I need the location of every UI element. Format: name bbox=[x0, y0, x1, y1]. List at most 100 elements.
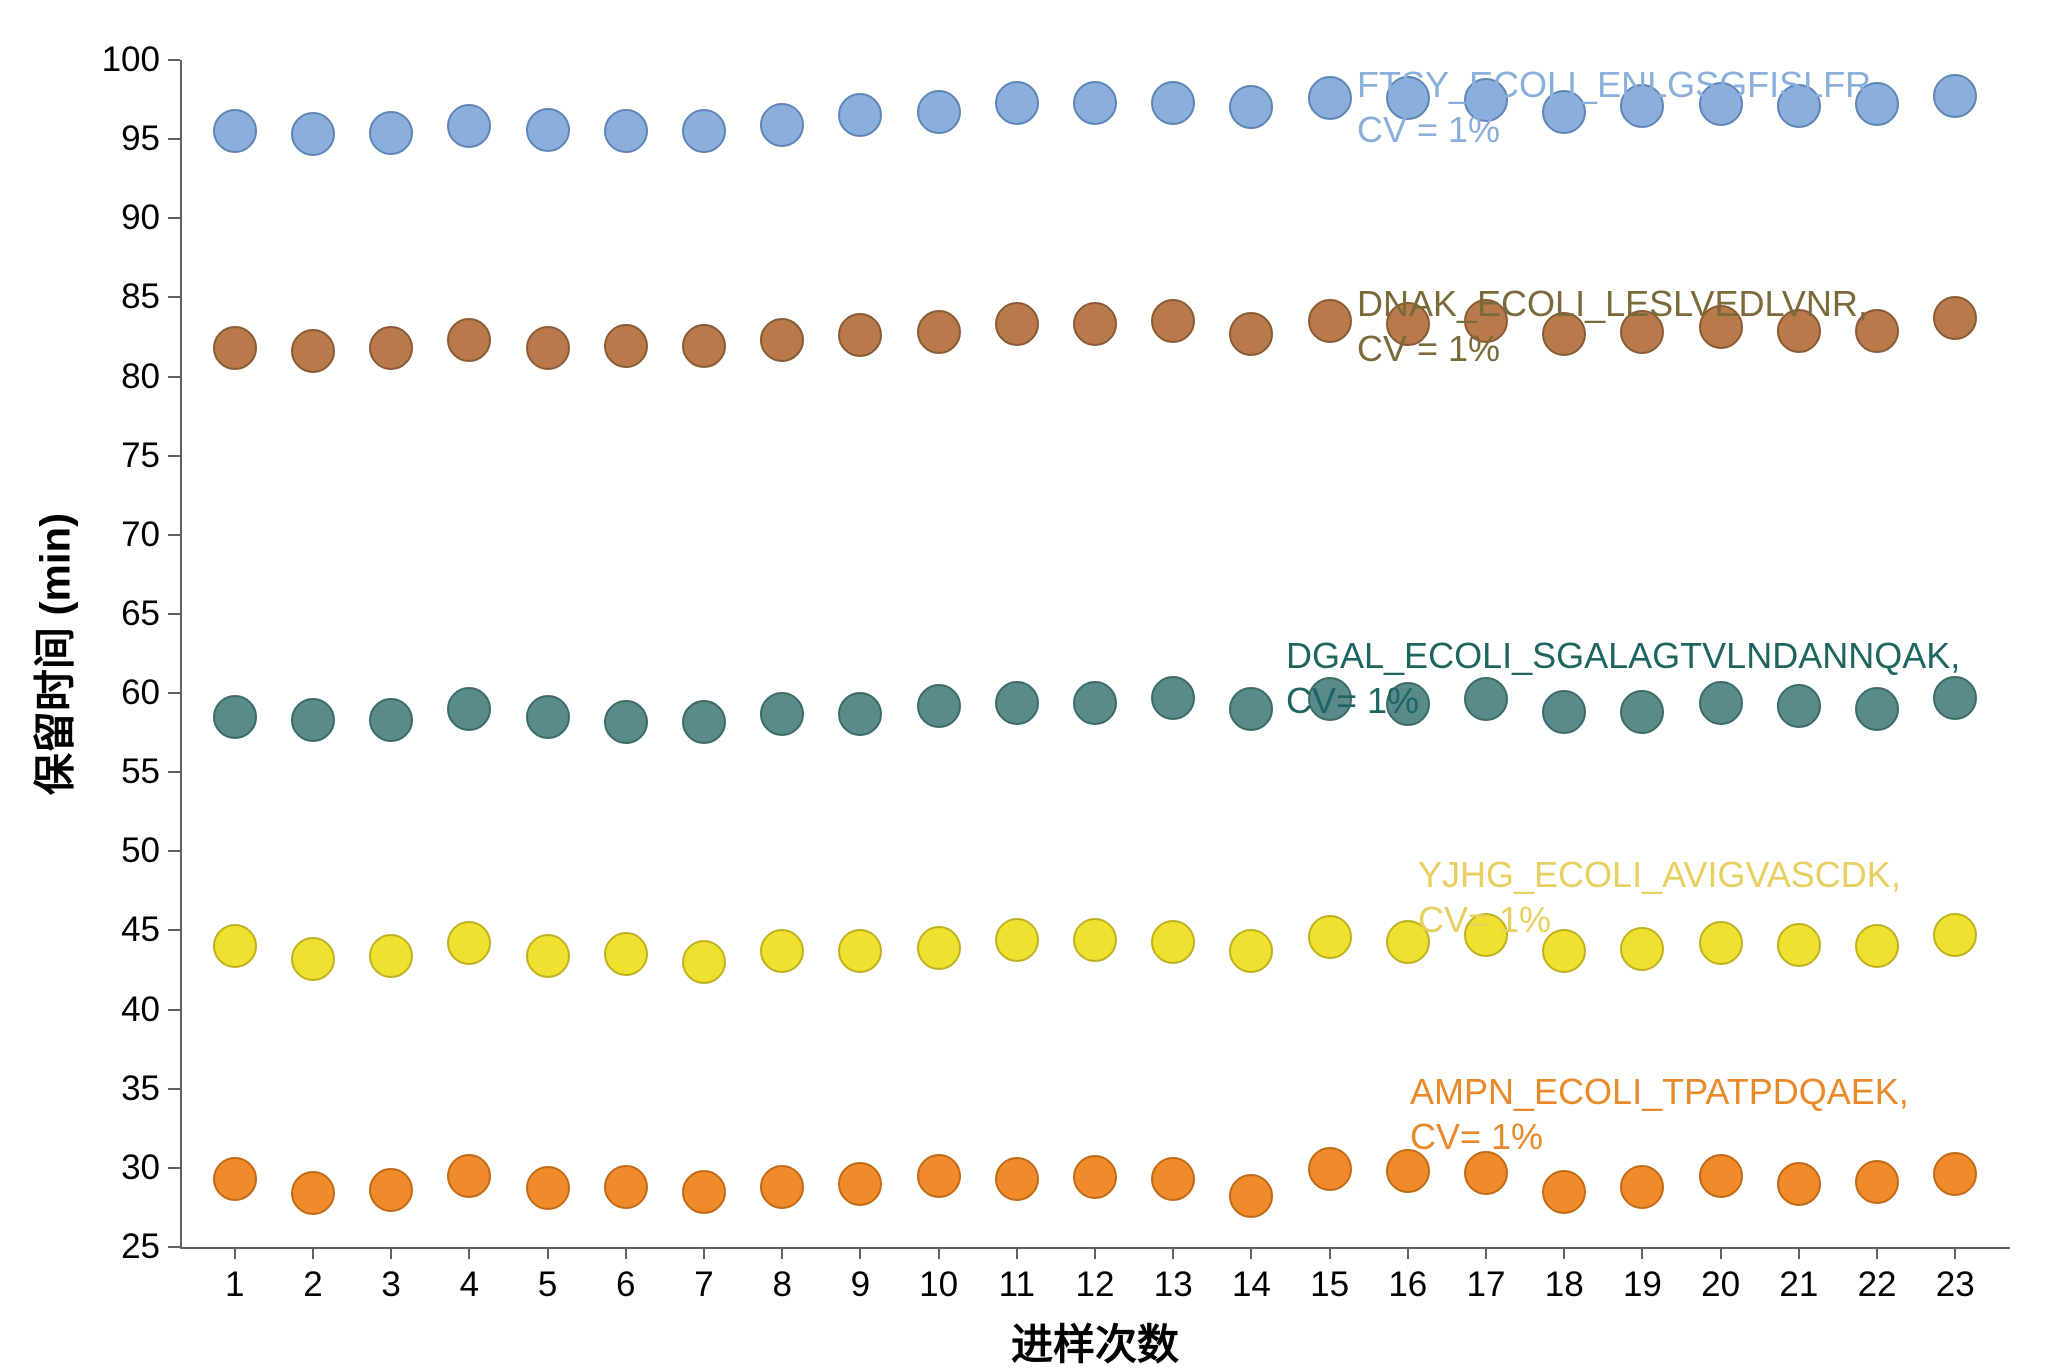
data-point bbox=[1855, 1160, 1899, 1204]
data-point bbox=[604, 1165, 648, 1209]
x-tick bbox=[703, 1247, 705, 1259]
data-point bbox=[447, 687, 491, 731]
data-point bbox=[526, 695, 570, 739]
y-tick-label: 100 bbox=[102, 40, 160, 80]
y-tick bbox=[168, 455, 180, 457]
x-tick bbox=[781, 1247, 783, 1259]
x-tick-label: 6 bbox=[616, 1265, 635, 1305]
data-point bbox=[682, 940, 726, 984]
series-label-line1: DGAL_ECOLI_SGALAGTVLNDANNQAK, bbox=[1286, 633, 1960, 678]
data-point bbox=[1933, 1152, 1977, 1196]
y-tick bbox=[168, 771, 180, 773]
data-point bbox=[369, 698, 413, 742]
y-tick-label: 85 bbox=[121, 277, 160, 317]
x-tick bbox=[234, 1247, 236, 1259]
data-point bbox=[526, 1166, 570, 1210]
data-point bbox=[369, 1168, 413, 1212]
x-tick-label: 4 bbox=[460, 1265, 479, 1305]
x-tick bbox=[1876, 1247, 1878, 1259]
x-tick-label: 15 bbox=[1310, 1265, 1349, 1305]
y-tick bbox=[168, 1009, 180, 1011]
data-point bbox=[760, 929, 804, 973]
y-tick-label: 75 bbox=[121, 436, 160, 476]
data-point bbox=[1308, 915, 1352, 959]
data-point bbox=[995, 918, 1039, 962]
data-point bbox=[1229, 312, 1273, 356]
y-tick bbox=[168, 1088, 180, 1090]
series-label-line1: YJHG_ECOLI_AVIGVASCDK, bbox=[1418, 852, 1901, 897]
x-tick bbox=[1094, 1247, 1096, 1259]
x-tick-label: 9 bbox=[851, 1265, 870, 1305]
x-tick-label: 22 bbox=[1858, 1265, 1897, 1305]
data-point bbox=[447, 104, 491, 148]
y-tick-label: 35 bbox=[121, 1069, 160, 1109]
x-tick-label: 7 bbox=[694, 1265, 713, 1305]
data-point bbox=[1151, 1157, 1195, 1201]
series-label-line2: CV= 1% bbox=[1410, 1114, 1909, 1159]
data-point bbox=[213, 109, 257, 153]
y-tick-label: 50 bbox=[121, 831, 160, 871]
y-tick bbox=[168, 1246, 180, 1248]
x-tick-label: 17 bbox=[1467, 1265, 1506, 1305]
data-point bbox=[1229, 687, 1273, 731]
x-tick-label: 20 bbox=[1701, 1265, 1740, 1305]
y-tick bbox=[168, 534, 180, 536]
y-tick bbox=[168, 850, 180, 852]
y-tick bbox=[168, 138, 180, 140]
y-tick-label: 65 bbox=[121, 594, 160, 634]
x-tick-label: 10 bbox=[919, 1265, 958, 1305]
data-point bbox=[604, 109, 648, 153]
data-point bbox=[291, 937, 335, 981]
data-point bbox=[838, 313, 882, 357]
x-tick bbox=[1798, 1247, 1800, 1259]
x-tick bbox=[1641, 1247, 1643, 1259]
data-point bbox=[1777, 1162, 1821, 1206]
data-point bbox=[1933, 913, 1977, 957]
x-tick-label: 11 bbox=[999, 1265, 1035, 1305]
data-point bbox=[447, 1154, 491, 1198]
data-point bbox=[917, 684, 961, 728]
data-point bbox=[526, 326, 570, 370]
data-point bbox=[1229, 85, 1273, 129]
y-tick-label: 25 bbox=[121, 1227, 160, 1267]
data-point bbox=[682, 700, 726, 744]
data-point bbox=[1073, 918, 1117, 962]
data-point bbox=[760, 1165, 804, 1209]
data-point bbox=[1073, 681, 1117, 725]
series-label: AMPN_ECOLI_TPATPDQAEK,CV= 1% bbox=[1410, 1069, 1909, 1159]
data-point bbox=[1151, 299, 1195, 343]
y-tick bbox=[168, 217, 180, 219]
series-label: DNAK_ECOLI_LESLVEDLVNR,CV = 1% bbox=[1357, 281, 1868, 371]
x-tick-label: 19 bbox=[1623, 1265, 1662, 1305]
x-tick bbox=[1563, 1247, 1565, 1259]
y-tick bbox=[168, 1167, 180, 1169]
data-point bbox=[1151, 676, 1195, 720]
y-axis-label: 保留时间 (min) bbox=[22, 512, 83, 794]
y-tick-label: 95 bbox=[121, 119, 160, 159]
data-point bbox=[1542, 1170, 1586, 1214]
data-point bbox=[995, 681, 1039, 725]
y-tick bbox=[168, 929, 180, 931]
data-point bbox=[917, 1154, 961, 1198]
x-tick-label: 23 bbox=[1936, 1265, 1975, 1305]
x-tick bbox=[938, 1247, 940, 1259]
data-point bbox=[1620, 1165, 1664, 1209]
x-tick-label: 13 bbox=[1154, 1265, 1193, 1305]
series-label-line1: AMPN_ECOLI_TPATPDQAEK, bbox=[1410, 1069, 1909, 1114]
data-point bbox=[1308, 76, 1352, 120]
data-point bbox=[526, 934, 570, 978]
series-label: DGAL_ECOLI_SGALAGTVLNDANNQAK,CV= 1% bbox=[1286, 633, 1960, 723]
data-point bbox=[213, 326, 257, 370]
y-tick-label: 30 bbox=[121, 1148, 160, 1188]
x-tick bbox=[1329, 1247, 1331, 1259]
series-label-line2: CV= 1% bbox=[1418, 897, 1901, 942]
data-point bbox=[760, 318, 804, 362]
x-axis-label: 进样次数 bbox=[1011, 1311, 1179, 1372]
data-point bbox=[682, 109, 726, 153]
data-point bbox=[917, 90, 961, 134]
data-point bbox=[291, 1171, 335, 1215]
x-tick-label: 21 bbox=[1779, 1265, 1818, 1305]
y-tick-label: 80 bbox=[121, 357, 160, 397]
data-point bbox=[1308, 299, 1352, 343]
series-label-line1: DNAK_ECOLI_LESLVEDLVNR, bbox=[1357, 281, 1868, 326]
